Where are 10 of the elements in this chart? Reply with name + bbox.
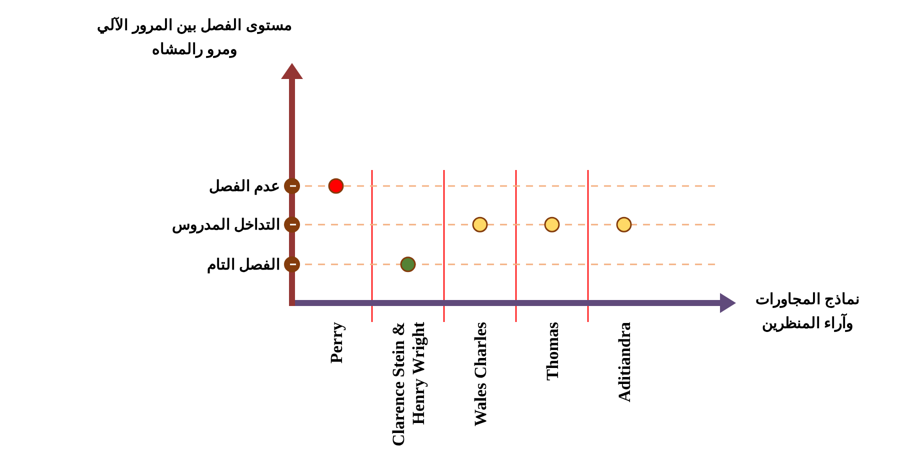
x-tick-label: Perry <box>327 322 346 364</box>
x-tick-label: Thomas <box>543 322 562 381</box>
ref-line-label: الفصل التام <box>206 256 280 274</box>
x-tick-label: Aditiandra <box>615 322 634 402</box>
x-tick-label: Clarence Stein & Henry Wright <box>389 322 428 446</box>
ref-line-label: عدم الفصل <box>208 178 280 195</box>
text: مستوى الفصل بين المرور الآلي ومرو رالمشاه <box>96 16 293 60</box>
x-tick-label: Wales Charles <box>471 322 490 426</box>
x-axis-title: نماذج المجاورات وآراء المنظرين <box>754 290 861 334</box>
ref-line-label: التداخل المدروس <box>172 216 280 234</box>
